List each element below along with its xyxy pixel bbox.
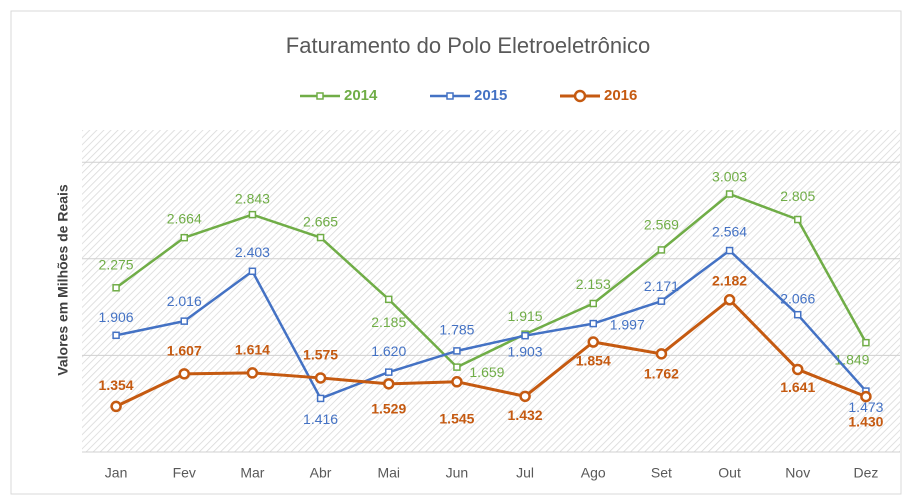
point — [385, 368, 393, 376]
point — [316, 233, 325, 242]
data-label: 2.403 — [235, 244, 270, 260]
data-label: 2.182 — [712, 272, 747, 288]
x-tick-label: Nov — [785, 465, 810, 481]
legend-marker — [446, 92, 454, 100]
data-label: 1.854 — [576, 353, 611, 369]
data-label: 2.569 — [644, 217, 679, 233]
point — [110, 400, 122, 413]
point — [589, 299, 597, 308]
data-label: 1.849 — [834, 351, 869, 367]
point — [587, 336, 599, 348]
x-tick-label: Mai — [377, 465, 400, 481]
data-label: 1.785 — [439, 322, 474, 338]
legend-label: 2015 — [474, 87, 507, 104]
y-axis-label: Valores em Milhões de Reais — [55, 184, 71, 376]
series-line — [115, 192, 868, 369]
data-label: 1.903 — [508, 343, 543, 359]
data-label: 1.641 — [780, 379, 815, 395]
point — [451, 376, 463, 388]
x-tick-label: Jun — [446, 465, 469, 481]
data-label: 1.432 — [508, 407, 543, 423]
point — [725, 246, 734, 255]
data-label: 1.416 — [303, 411, 338, 427]
point — [657, 297, 666, 305]
point — [657, 246, 666, 254]
legend-marker — [316, 92, 324, 100]
point — [723, 294, 736, 306]
point — [180, 233, 188, 242]
x-tick-label: Jan — [105, 465, 128, 481]
data-label: 2.153 — [576, 276, 611, 292]
x-tick-label: Ago — [581, 465, 606, 481]
series-line — [115, 298, 867, 408]
data-label: 1.997 — [610, 316, 645, 332]
data-label: 1.762 — [644, 366, 679, 382]
point — [794, 215, 802, 224]
data-label: 1.614 — [235, 342, 270, 358]
data-label: 1.915 — [508, 308, 543, 324]
x-tick-label: Mar — [240, 465, 264, 481]
point — [521, 331, 529, 340]
point — [860, 390, 872, 403]
data-label: 1.620 — [371, 343, 406, 359]
x-tick-label: Fev — [173, 465, 196, 481]
data-label: 2.564 — [712, 223, 747, 239]
point — [655, 348, 668, 360]
point — [248, 210, 257, 219]
point — [792, 363, 804, 376]
x-tick-label: Dez — [853, 465, 878, 481]
x-tick-label: Out — [718, 465, 741, 481]
data-label: 2.066 — [780, 290, 815, 306]
point — [453, 347, 461, 355]
series-line — [115, 249, 867, 400]
data-label: 1.529 — [371, 401, 406, 417]
point — [112, 284, 120, 292]
data-label: 1.545 — [439, 411, 474, 427]
data-label: 2.664 — [167, 210, 202, 226]
data-label: 1.354 — [99, 377, 134, 393]
point — [112, 331, 120, 340]
point — [794, 310, 802, 319]
data-label: 2.843 — [235, 190, 270, 206]
data-label: 2.805 — [780, 188, 815, 204]
point — [725, 190, 734, 198]
data-label: 1.473 — [848, 399, 883, 415]
point — [519, 390, 531, 403]
data-label: 2.665 — [303, 213, 338, 229]
data-label: 1.659 — [469, 364, 504, 380]
data-label: 1.575 — [303, 347, 338, 363]
data-label: 2.016 — [167, 293, 202, 309]
point — [453, 363, 461, 371]
point — [180, 317, 188, 325]
data-label: 2.185 — [371, 314, 406, 330]
x-tick-label: Set — [651, 465, 672, 481]
point — [316, 394, 325, 403]
data-label: 2.171 — [644, 278, 679, 294]
data-label: 1.430 — [848, 413, 883, 429]
chart-title: Faturamento do Polo Eletroeletrônico — [286, 33, 650, 58]
point — [383, 378, 395, 390]
x-tick-label: Jul — [516, 465, 534, 481]
legend-marker — [573, 89, 587, 103]
point — [246, 367, 259, 379]
data-label: 3.003 — [712, 169, 747, 185]
legend-label: 2014 — [344, 87, 378, 104]
x-tick-label: Abr — [310, 465, 332, 481]
point — [248, 267, 257, 276]
legend-label: 2016 — [604, 87, 637, 104]
point — [178, 368, 190, 380]
data-label: 2.275 — [99, 256, 134, 272]
point — [314, 372, 327, 384]
point — [589, 319, 597, 328]
plot-area — [82, 130, 900, 452]
point — [862, 338, 870, 347]
data-label: 1.607 — [167, 343, 202, 359]
data-label: 1.906 — [99, 309, 134, 325]
point — [385, 295, 393, 304]
